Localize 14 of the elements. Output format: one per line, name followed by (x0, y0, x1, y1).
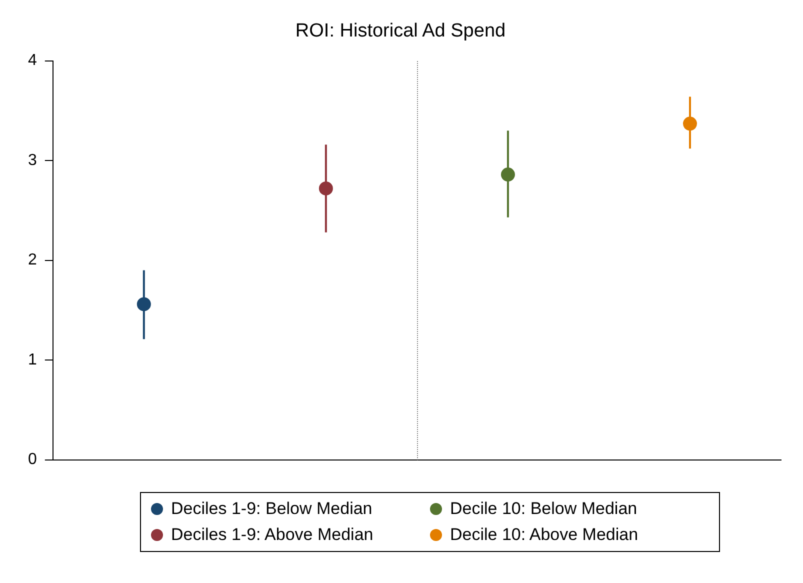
point (318, 181, 333, 196)
y-tick-label: 3 (28, 152, 37, 169)
legend-label: Deciles 1-9: Below Median (171, 499, 372, 519)
y-tick-label: 2 (28, 252, 37, 269)
y-tick-label: 4 (28, 52, 37, 70)
legend-label: Decile 10: Above Median (450, 525, 638, 545)
chart-title: ROI: Historical Ad Spend (295, 20, 506, 42)
y-tick-label: 1 (28, 351, 37, 368)
y-tick-label: 0 (28, 451, 37, 468)
legend-label: Deciles 1-9: Above Median (171, 525, 374, 545)
legend-label: Decile 10: Below Median (450, 499, 638, 519)
point (682, 116, 697, 131)
point (136, 297, 151, 312)
point (500, 168, 515, 182)
